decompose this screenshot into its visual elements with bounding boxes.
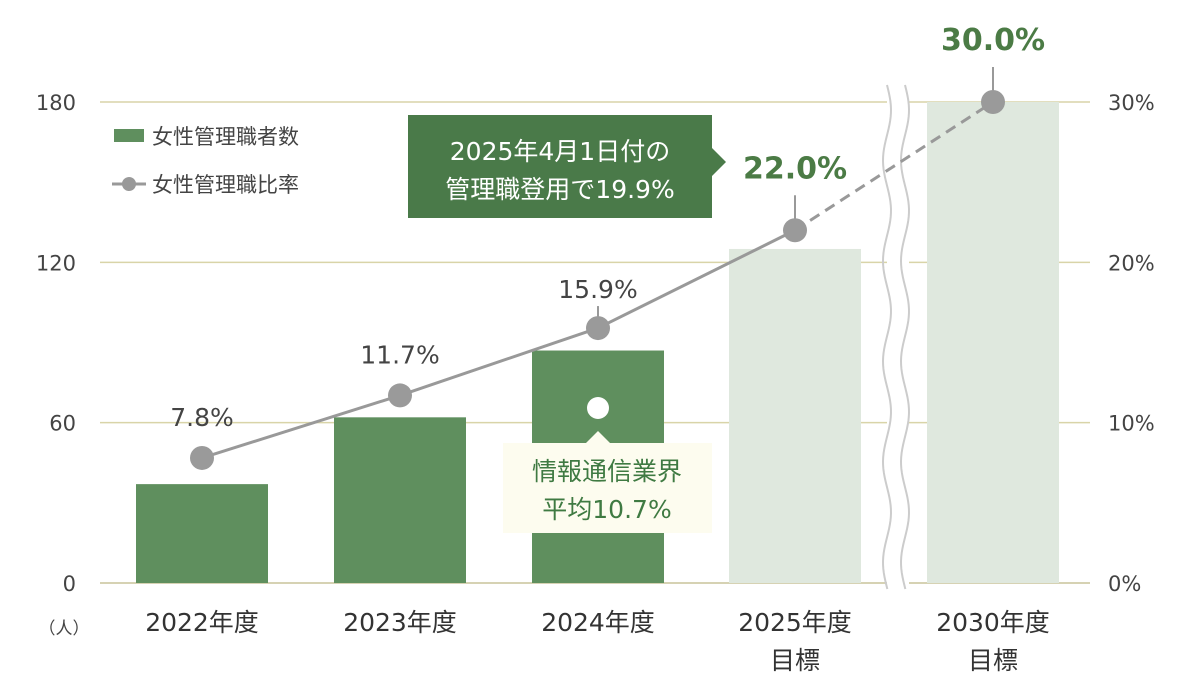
axis-break-gap xyxy=(887,85,909,590)
left-tick-label: 180 xyxy=(36,91,76,115)
line-segment xyxy=(794,100,994,232)
left-tick-label: 0 xyxy=(63,572,76,596)
axis-break-wave xyxy=(899,84,910,590)
bar xyxy=(729,248,861,583)
x-tick-label: 目標 xyxy=(770,646,820,675)
legend-line-label: 女性管理職比率 xyxy=(152,173,299,197)
callout-2025: 2025年4月1日付の 管理職登用で19.9% xyxy=(408,115,726,218)
line-point xyxy=(388,383,412,408)
left-tick-label: 60 xyxy=(49,412,76,436)
left-tick-label: 120 xyxy=(36,251,76,275)
data-label: 11.7% xyxy=(360,340,439,369)
axis-ticks: 0 60 120 180 0% 10% 20% 30% xyxy=(36,91,1155,596)
line-point xyxy=(981,90,1005,114)
callout-2025-box xyxy=(408,115,726,218)
data-label: 22.0% xyxy=(743,151,847,186)
line-segment xyxy=(201,393,401,460)
bar xyxy=(927,102,1059,583)
line-point xyxy=(586,316,610,341)
legend-bar-swatch xyxy=(114,129,144,142)
x-tick-label: 2022年度 xyxy=(145,608,259,637)
industry-average-marker xyxy=(587,397,609,419)
x-tick-label: 2025年度 xyxy=(738,608,852,637)
x-tick-label: 2030年度 xyxy=(936,608,1050,637)
line-point xyxy=(783,218,807,243)
right-tick-label: 10% xyxy=(1108,412,1155,436)
axis-break xyxy=(881,84,910,590)
callout-2025-line1: 2025年4月1日付の xyxy=(450,137,670,166)
right-tick-label: 20% xyxy=(1108,251,1155,275)
ratio-line: 7.8% 11.7% 15.9% 22.0% 30.0% xyxy=(170,23,1045,470)
bar xyxy=(334,417,466,583)
x-tick-label: 目標 xyxy=(968,646,1018,675)
line-point xyxy=(190,445,214,470)
x-tick-label: 2023年度 xyxy=(343,608,457,637)
line-segment xyxy=(399,326,599,397)
line-segment xyxy=(597,228,796,330)
data-label: 15.9% xyxy=(558,275,637,304)
industry-average-line2: 平均10.7% xyxy=(542,495,671,524)
legend-line-marker xyxy=(122,177,136,191)
legend-bar-label: 女性管理職者数 xyxy=(152,125,299,149)
industry-average: 情報通信業界 平均10.7% xyxy=(503,397,712,533)
data-label: 30.0% xyxy=(941,23,1045,58)
callout-2025-line2: 管理職登用で19.9% xyxy=(445,175,674,204)
x-tick-label: 2024年度 xyxy=(541,608,655,637)
data-label: 7.8% xyxy=(170,403,234,432)
bar xyxy=(136,484,268,583)
right-tick-label: 0% xyxy=(1108,572,1141,596)
industry-average-box xyxy=(503,431,712,533)
legend: 女性管理職者数 女性管理職比率 xyxy=(112,125,299,197)
industry-average-line1: 情報通信業界 xyxy=(532,457,682,486)
axis-break-wave xyxy=(881,84,892,590)
left-axis-unit: （人） xyxy=(39,619,90,639)
right-tick-label: 30% xyxy=(1108,91,1155,115)
